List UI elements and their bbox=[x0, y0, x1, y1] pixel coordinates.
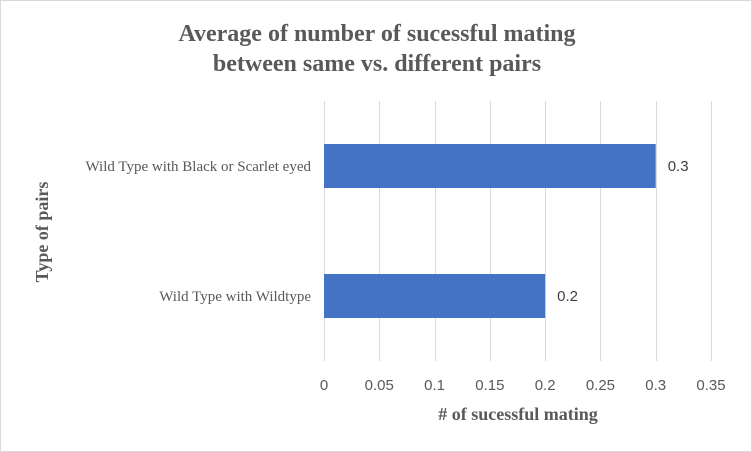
x-tick-label: 0.2 bbox=[535, 377, 556, 394]
bar-data-label: 0.3 bbox=[668, 158, 689, 175]
x-tick-label: 0 bbox=[320, 377, 328, 394]
x-tick-label: 0.35 bbox=[696, 377, 725, 394]
chart-title-line-2: between same vs. different pairs bbox=[213, 51, 541, 77]
x-tick-label: 0.25 bbox=[586, 377, 615, 394]
chart-title-line-1: Average of number of sucessful mating bbox=[178, 21, 575, 47]
category-label: Wild Type with Black or Scarlet eyed bbox=[85, 159, 311, 175]
y-axis-title: Type of pairs bbox=[32, 182, 52, 283]
x-tick-label: 0.05 bbox=[365, 377, 394, 394]
x-tick-label: 0.15 bbox=[475, 377, 504, 394]
category-label: Wild Type with Wildtype bbox=[159, 289, 311, 305]
bar bbox=[324, 274, 546, 318]
data-labels: 0.3 0.2 bbox=[557, 158, 688, 305]
x-axis-title: # of sucessful mating bbox=[438, 404, 598, 424]
bar bbox=[324, 144, 656, 188]
x-tick-label: 0.1 bbox=[424, 377, 445, 394]
gridlines bbox=[324, 101, 712, 361]
x-tick-label: 0.3 bbox=[645, 377, 666, 394]
category-labels: Wild Type with Black or Scarlet eyed Wild… bbox=[85, 159, 311, 305]
bars bbox=[324, 144, 656, 318]
x-tick-labels: 0 0.05 0.1 0.15 0.2 0.25 0.3 0.35 bbox=[320, 377, 726, 394]
bar-data-label: 0.2 bbox=[557, 288, 578, 305]
